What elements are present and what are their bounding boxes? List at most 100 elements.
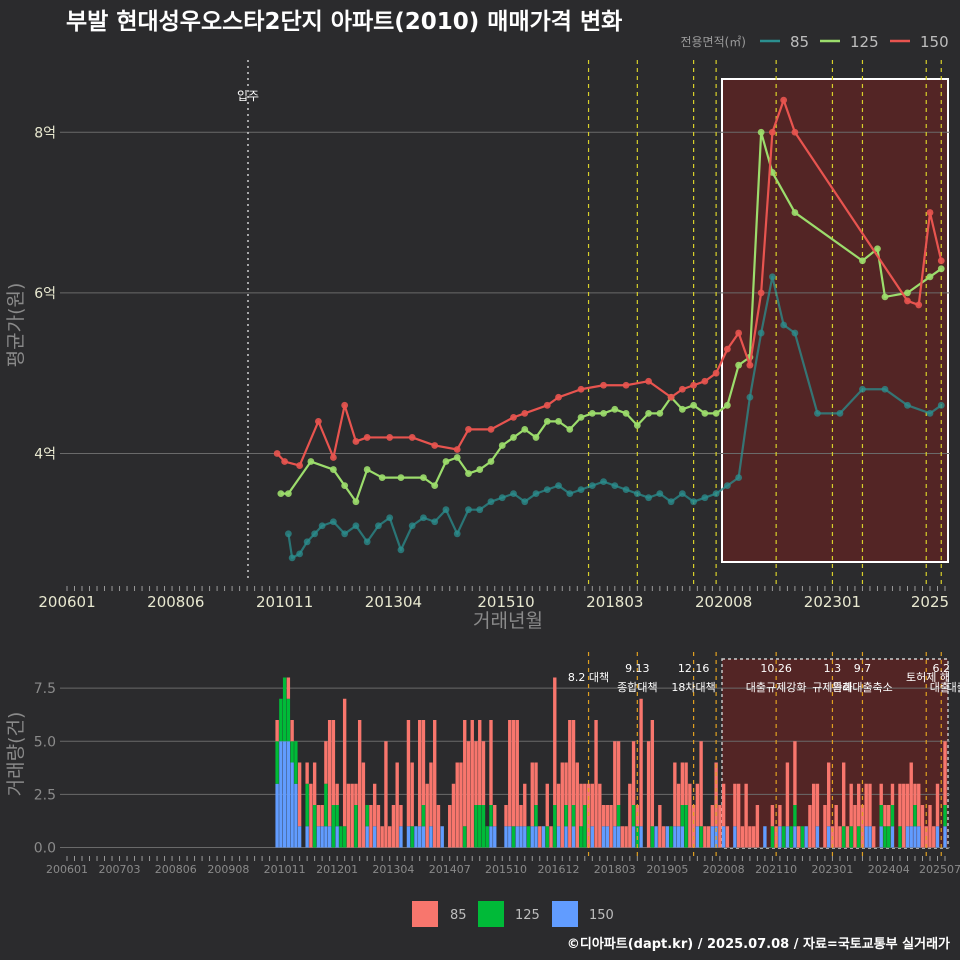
volume-bar-150 (418, 826, 422, 848)
volume-bar-125 (305, 783, 309, 827)
series-150-point (746, 361, 754, 369)
legend-bottom: 85 125 150 (412, 901, 614, 927)
volume-bar-85 (354, 783, 358, 805)
series-85-point (881, 385, 889, 393)
volume-bar-125 (474, 805, 478, 848)
volume-x-tick-label: 201612 (538, 863, 580, 876)
volume-bar-150 (631, 826, 636, 848)
price-x-tick-label: 201510 (477, 593, 534, 611)
volume-bar-85 (376, 805, 381, 848)
volume-bar-85 (406, 720, 411, 827)
volume-bar-85 (624, 826, 628, 848)
volume-y-tick-labels: 0.0 2.5 5.0 7.5 (34, 681, 56, 856)
volume-x-tick-labels: 200601 200703 200806 200908 201011 201201 2013… (46, 863, 960, 876)
volume-bar-85 (538, 826, 542, 848)
volume-bar-125 (631, 805, 636, 827)
volume-bar-85 (583, 783, 587, 805)
volume-x-tick-label: 201510 (485, 863, 527, 876)
volume-x-tick-label: 200703 (99, 863, 141, 876)
series-125-point (937, 265, 945, 273)
volume-bar-85 (815, 783, 820, 827)
series-125-point (330, 466, 337, 473)
volume-bar-85 (286, 677, 291, 699)
volume-bar-150 (680, 826, 685, 848)
volume-x-tick-label: 202507 (919, 863, 960, 876)
volume-x-tick-label: 202404 (868, 863, 910, 876)
volume-bar-150 (864, 826, 868, 848)
legend-bottom-label-85: 85 (450, 908, 467, 923)
volume-bar-150 (493, 826, 497, 848)
volume-bar-85 (673, 762, 677, 827)
policy-name-label: 대출 (947, 681, 960, 694)
series-85-point (311, 530, 319, 538)
volume-bar-150 (673, 826, 677, 848)
volume-bar-150 (826, 826, 831, 848)
series-125-point (588, 409, 596, 417)
volume-bar-85 (684, 762, 688, 805)
volume-bar-125 (883, 826, 887, 848)
series-85-point (735, 474, 743, 481)
volume-bar-85 (860, 805, 865, 848)
series-150-point (769, 128, 776, 136)
series-150-point (690, 381, 698, 389)
legend-bottom-label-125: 125 (515, 908, 540, 923)
volume-bar-150 (654, 826, 658, 848)
volume-bar-85 (384, 741, 388, 848)
volume-bar-85 (826, 762, 831, 827)
volume-bar-85 (575, 762, 579, 848)
policy-date-label: 6.2 (932, 662, 950, 675)
series-85-point (622, 486, 630, 494)
volume-bar-150 (733, 826, 737, 848)
volume-bar-85 (605, 805, 609, 827)
series-125 (277, 128, 945, 506)
volume-bar-125 (684, 805, 688, 848)
policy-name-label: 토허제 해 (906, 670, 950, 684)
volume-x-tick-label: 201905 (646, 863, 688, 876)
volume-bar-150 (275, 783, 279, 848)
volume-policy-lines (587, 652, 942, 856)
volume-bar-150 (890, 826, 895, 848)
series-85-point (600, 478, 607, 486)
volume-bar-125 (279, 698, 283, 742)
volume-bar-85 (350, 783, 354, 848)
series-85-point (701, 494, 709, 502)
volume-bar-85 (579, 783, 583, 827)
legend-label-150: 150 (920, 33, 949, 51)
volume-bar-85 (530, 762, 534, 827)
volume-bar-85 (706, 826, 711, 848)
series-85-point (633, 490, 641, 498)
volume-bar-85 (564, 762, 568, 805)
volume-bar-85 (879, 783, 883, 805)
volume-bar-125 (898, 826, 902, 848)
volume-bar-150 (710, 826, 715, 848)
price-x-tick-labels: 200601 200806 201011 201304 201510 201803 2020… (38, 593, 949, 611)
series-125-point (633, 421, 641, 429)
volume-bar-85 (620, 826, 625, 848)
volume-bar-85 (857, 783, 861, 827)
series-85-point (397, 546, 405, 554)
volume-bar-85 (594, 720, 598, 848)
volume-bar-150 (297, 826, 302, 848)
volume-bar-85 (459, 762, 463, 848)
series-125-point (723, 401, 731, 409)
price-x-tick-label: 202008 (695, 593, 752, 611)
series-85-point (341, 530, 349, 538)
volume-bar-150 (785, 826, 790, 848)
series-125-point (791, 209, 799, 216)
volume-bar-85 (331, 720, 336, 805)
series-125-point (904, 289, 911, 297)
volume-bar-125 (781, 826, 786, 848)
price-y-axis-title: 평균가(원) (5, 283, 27, 368)
policy-date-label: 9.13 (625, 662, 650, 675)
policy-date-label: 12.16 (678, 662, 710, 675)
series-85-point (769, 273, 776, 281)
series-150-point (937, 257, 945, 265)
series-125-point (566, 426, 574, 433)
volume-bar-150 (519, 826, 523, 848)
volume-bar-125 (339, 826, 343, 848)
volume-bar-85 (691, 805, 696, 848)
series-125-point (926, 273, 934, 281)
series-150-point (521, 409, 529, 417)
series-150-point (712, 369, 720, 377)
series-125-point (881, 293, 889, 301)
